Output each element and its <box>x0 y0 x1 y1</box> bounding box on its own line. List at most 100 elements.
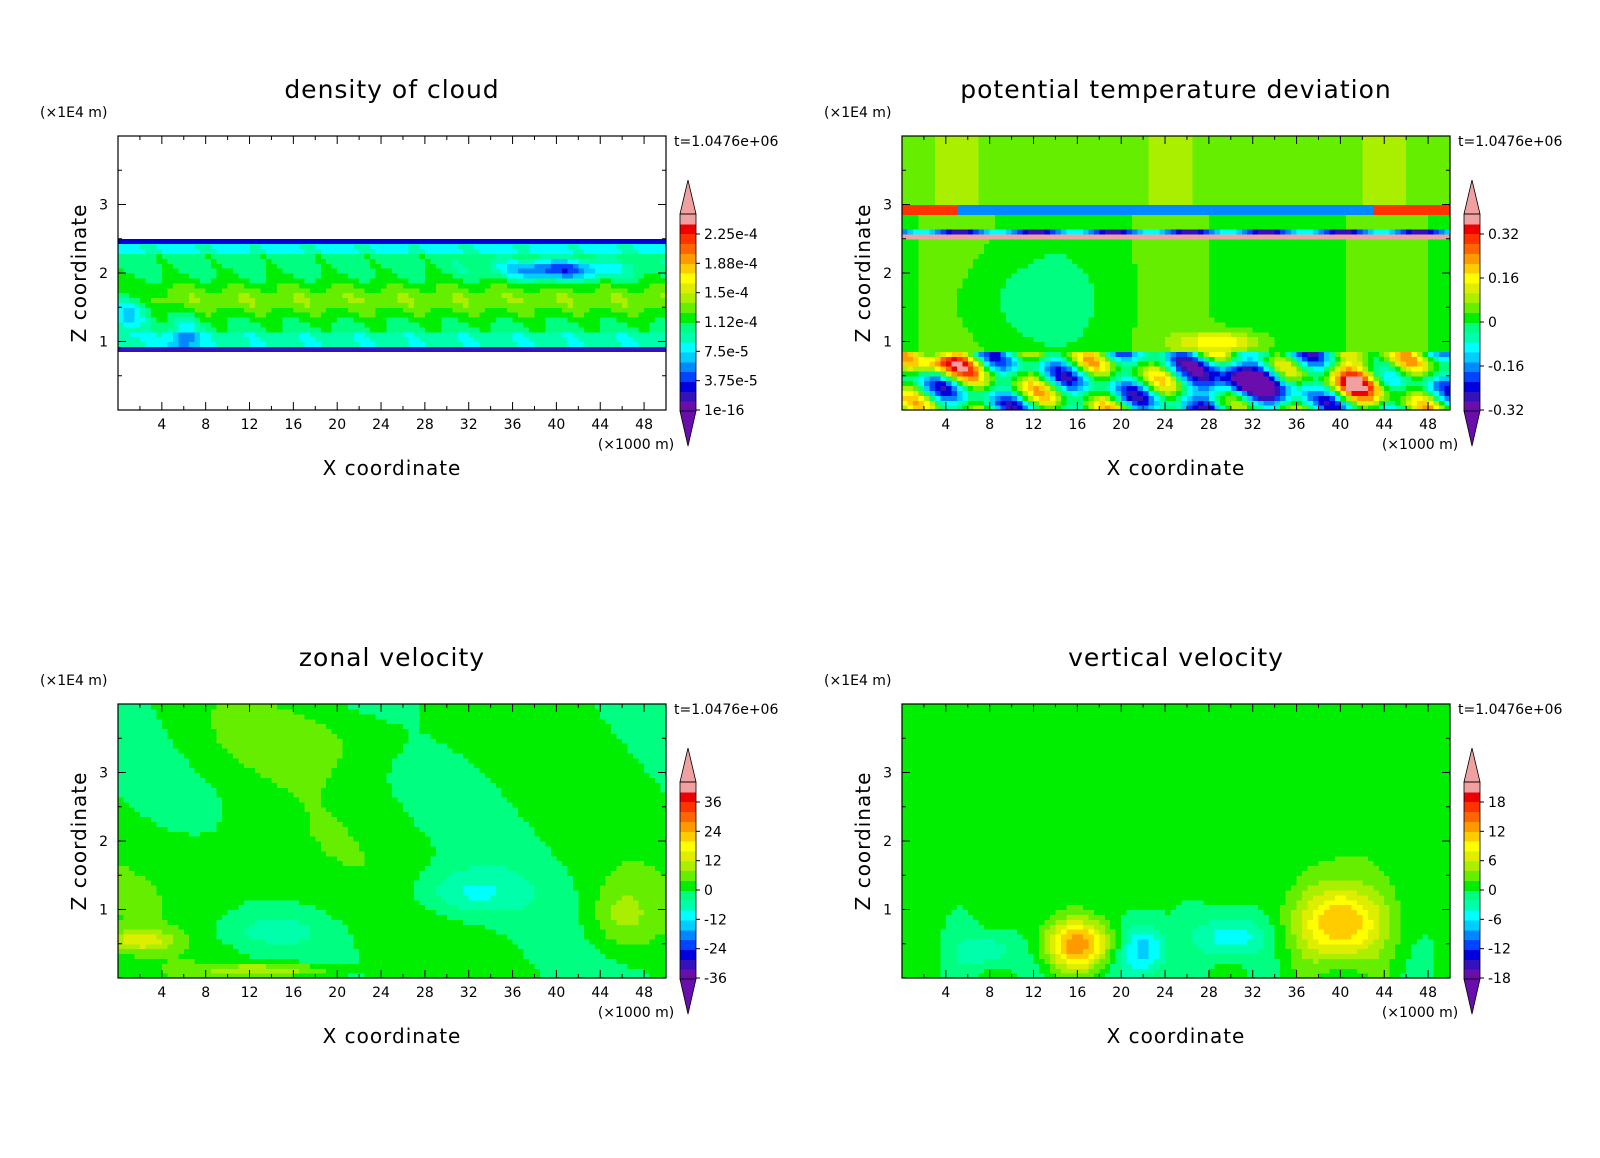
heatmap-cell <box>1357 327 1363 332</box>
heatmap-cell <box>447 258 453 263</box>
heatmap-cell <box>1214 293 1220 298</box>
heatmap-cell <box>1198 386 1204 391</box>
heatmap-cell <box>902 395 908 400</box>
heatmap-cell <box>200 278 206 283</box>
heatmap-cell <box>1428 322 1434 327</box>
heatmap-cell <box>387 239 393 244</box>
heatmap-cell <box>1242 307 1248 312</box>
heatmap-cell <box>1116 297 1122 302</box>
heatmap-cell <box>419 327 425 332</box>
heatmap-cell <box>1165 322 1171 327</box>
heatmap-cell <box>244 253 250 258</box>
colorbar-swatch <box>680 362 696 372</box>
heatmap-cell <box>299 293 305 298</box>
heatmap-cell <box>1253 386 1259 391</box>
heatmap-cell <box>469 288 475 293</box>
heatmap-cell <box>162 307 168 312</box>
heatmap-cell <box>1116 307 1122 312</box>
heatmap-cell <box>502 317 508 322</box>
heatmap-cell <box>222 293 228 298</box>
heatmap-cell <box>1116 356 1122 361</box>
heatmap-cell <box>1006 386 1012 391</box>
heatmap-cell <box>485 293 491 298</box>
heatmap-cell <box>1242 361 1248 366</box>
heatmap-cell <box>650 278 656 283</box>
heatmap-cell <box>359 307 365 312</box>
heatmap-cell <box>1286 351 1292 356</box>
heatmap-cell <box>480 342 486 347</box>
heatmap-cell <box>595 342 601 347</box>
heatmap-cell <box>365 332 371 337</box>
heatmap-cell <box>655 253 661 258</box>
heatmap-cell <box>1171 293 1177 298</box>
heatmap-cell <box>990 322 996 327</box>
heatmap-cell <box>518 302 524 307</box>
heatmap-cell <box>1132 342 1138 347</box>
heatmap-cell <box>419 312 425 317</box>
heatmap-cell <box>907 322 913 327</box>
heatmap-cell <box>354 342 360 347</box>
heatmap-cell <box>935 283 941 288</box>
heatmap-cell <box>984 288 990 293</box>
heatmap-cell <box>1044 386 1050 391</box>
heatmap-cell <box>134 253 140 258</box>
heatmap-cell <box>1308 346 1314 351</box>
heatmap-cell <box>595 249 601 254</box>
heatmap-cell <box>1362 376 1368 381</box>
heatmap-cell <box>1181 386 1187 391</box>
heatmap-cell <box>195 258 201 263</box>
heatmap-cell <box>595 297 601 302</box>
heatmap-cell <box>1423 356 1429 361</box>
heatmap-cell <box>458 244 464 249</box>
heatmap-cell <box>1181 283 1187 288</box>
heatmap-cell <box>343 278 349 283</box>
heatmap-cell <box>200 268 206 273</box>
heatmap-cell <box>1313 386 1319 391</box>
heatmap-cell <box>940 288 946 293</box>
heatmap-cell <box>1286 288 1292 293</box>
heatmap-cell <box>973 283 979 288</box>
heatmap-cell <box>1395 390 1401 395</box>
heatmap-cell <box>1286 366 1292 371</box>
heatmap-cell <box>304 312 310 317</box>
heatmap-cell <box>1318 371 1324 376</box>
heatmap-cell <box>1379 346 1385 351</box>
heatmap-cell <box>1417 376 1423 381</box>
heatmap-cell <box>337 317 343 322</box>
heatmap-cell <box>1357 332 1363 337</box>
heatmap-cell <box>1105 293 1111 298</box>
heatmap-cell <box>469 346 475 351</box>
heatmap-cell <box>924 283 930 288</box>
heatmap-cell <box>1214 346 1220 351</box>
heatmap-cell <box>1384 332 1390 337</box>
heatmap-cell <box>507 342 513 347</box>
heatmap-cell <box>376 293 382 298</box>
x-tick-label: 24 <box>372 417 390 433</box>
heatmap-cell <box>496 273 502 278</box>
heatmap-cell <box>1192 395 1198 400</box>
heatmap-cell <box>578 239 584 244</box>
heatmap-cell <box>1269 307 1275 312</box>
heatmap-cell <box>250 332 256 337</box>
heatmap-cell <box>968 356 974 361</box>
heatmap-cell <box>1242 332 1248 337</box>
heatmap-cell <box>907 342 913 347</box>
heatmap-cell <box>1236 307 1242 312</box>
heatmap-cell <box>1351 381 1357 386</box>
heatmap-cell <box>1105 361 1111 366</box>
heatmap-cell <box>365 258 371 263</box>
heatmap-cell <box>239 244 245 249</box>
heatmap-cell <box>984 356 990 361</box>
heatmap-cell <box>1329 400 1335 405</box>
heatmap-cell <box>935 395 941 400</box>
heatmap-cell <box>277 342 283 347</box>
heatmap-cell <box>463 337 469 342</box>
heatmap-cell <box>990 400 996 405</box>
heatmap-cell <box>222 263 228 268</box>
heatmap-cell <box>441 244 447 249</box>
heatmap-cell <box>343 244 349 249</box>
heatmap-cell <box>946 317 952 322</box>
heatmap-cell <box>1171 337 1177 342</box>
heatmap-cell <box>222 283 228 288</box>
heatmap-cell <box>1302 302 1308 307</box>
